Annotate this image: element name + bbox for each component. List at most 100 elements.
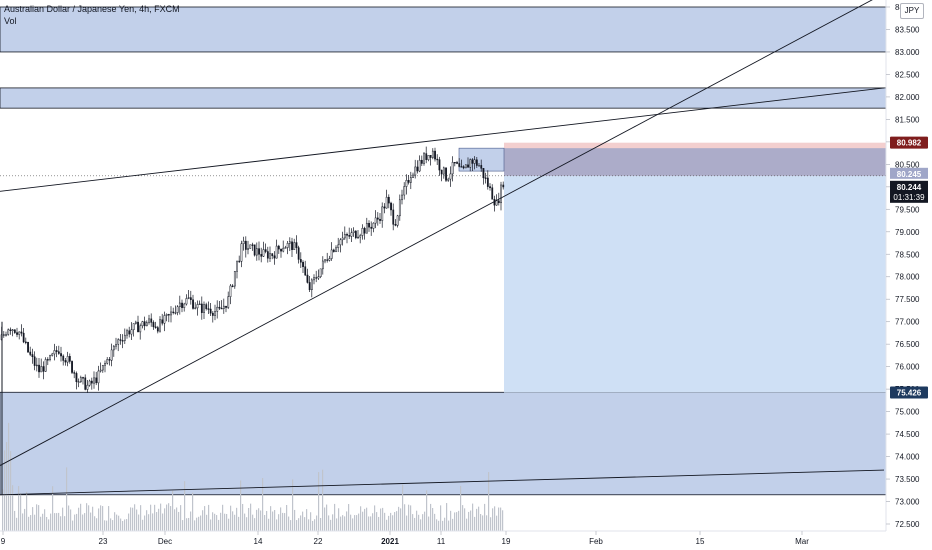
supply-demand-zone[interactable] — [0, 87, 887, 109]
volume-bar — [482, 515, 484, 531]
price-scale[interactable]: 72.50073.00073.50074.00074.50075.00075.5… — [886, 3, 920, 529]
volume-bar — [302, 511, 304, 531]
time-tick-label: Mar — [795, 537, 809, 546]
volume-bar — [108, 506, 110, 531]
candle-body — [46, 359, 49, 361]
volume-bar — [250, 503, 252, 531]
volume-bar — [418, 514, 420, 531]
candle-body — [66, 356, 69, 363]
volume-bar — [46, 516, 48, 531]
volume-bar — [24, 508, 26, 531]
time-tick-label: 15 — [696, 537, 705, 546]
volume-bar — [344, 516, 346, 531]
volume-bar — [410, 505, 412, 531]
volume-bar — [300, 515, 302, 531]
candle-body — [414, 166, 417, 176]
current-price-badge: 80.244 — [897, 183, 922, 192]
volume-bar — [116, 514, 118, 531]
volume-bar — [368, 516, 370, 531]
position-range-box[interactable] — [504, 148, 886, 176]
volume-bar — [112, 520, 114, 531]
candle-body — [222, 305, 225, 309]
candle-body — [93, 377, 95, 384]
currency-badge[interactable]: JPY — [900, 3, 924, 19]
trendline[interactable] — [0, 87, 885, 192]
volume-bar — [122, 520, 124, 531]
trendline-layer[interactable] — [0, 0, 885, 496]
candle-body — [328, 258, 331, 261]
volume-bar — [142, 519, 144, 531]
volume-bar — [4, 450, 6, 531]
volume-bar — [14, 510, 16, 531]
candle-body — [326, 259, 329, 261]
candle-body — [390, 202, 392, 211]
candle-body — [244, 240, 247, 250]
volume-bar — [386, 519, 388, 531]
volume-bar — [110, 518, 112, 531]
candle-body — [24, 341, 27, 343]
volume-bar — [496, 515, 498, 531]
candle-body — [324, 259, 326, 262]
volume-bar — [304, 517, 306, 531]
trendline[interactable] — [0, 0, 884, 466]
volume-bar — [426, 490, 428, 531]
volume-bar — [328, 515, 330, 531]
candle-body — [247, 248, 249, 250]
volume-bar — [216, 515, 218, 531]
candle-body — [7, 329, 10, 335]
supply-demand-zone[interactable] — [0, 391, 887, 496]
candle-body — [33, 356, 36, 366]
candle-body — [75, 373, 78, 383]
volume-bar — [146, 510, 148, 531]
volume-bar — [312, 520, 314, 531]
volume-bar — [44, 509, 46, 531]
trendline[interactable] — [0, 469, 885, 496]
candle-body — [211, 312, 214, 316]
candle-body — [134, 321, 137, 324]
candle-body — [176, 306, 179, 313]
volume-bar — [64, 516, 66, 531]
candle-body — [233, 270, 236, 287]
long-position-tool[interactable] — [0, 142, 886, 393]
volume-bar — [148, 514, 150, 531]
volume-bar — [458, 510, 460, 531]
volume-bar — [34, 514, 36, 531]
volume-bar — [70, 509, 72, 531]
candle-body — [489, 186, 491, 189]
volume-bar — [320, 517, 322, 531]
volume-bar — [120, 518, 122, 531]
candle-body — [462, 166, 465, 169]
volume-bar — [96, 518, 98, 531]
symbol-title[interactable]: Australian Dollar / Japanese Yen, 4h, FX… — [4, 4, 180, 14]
candle-body — [297, 247, 300, 260]
volume-bar — [138, 514, 140, 531]
volume-indicator-label[interactable]: Vol — [4, 16, 17, 26]
candle-body — [141, 321, 144, 327]
volume-bar — [428, 516, 430, 531]
volume-bar — [232, 511, 234, 531]
volume-bar — [26, 491, 28, 531]
time-scale[interactable]: 9 23 Dec 14 22 2021 11 19 Feb 15 Mar — [1, 531, 809, 546]
volume-bar — [392, 515, 394, 531]
volume-bar — [296, 520, 298, 531]
volume-bar — [416, 510, 418, 531]
candle-body — [194, 307, 197, 309]
price-tick-label: 84 — [895, 3, 904, 12]
volume-bar — [130, 507, 132, 531]
volume-bar — [468, 511, 470, 531]
candle-body — [227, 296, 230, 308]
candle-body — [64, 360, 67, 363]
take-profit-area[interactable] — [504, 175, 886, 393]
candle-body — [460, 166, 463, 168]
volume-bar — [326, 504, 328, 531]
zone-layer — [0, 6, 887, 496]
volume-bar — [152, 513, 154, 531]
candle-body — [473, 159, 476, 164]
volume-bar — [236, 507, 238, 531]
supply-demand-zone[interactable] — [0, 6, 887, 53]
price-tick-label: 78.000 — [895, 273, 920, 282]
candle-body — [165, 314, 168, 316]
position-price-badge-bg — [890, 167, 928, 179]
candle-body — [132, 323, 135, 331]
